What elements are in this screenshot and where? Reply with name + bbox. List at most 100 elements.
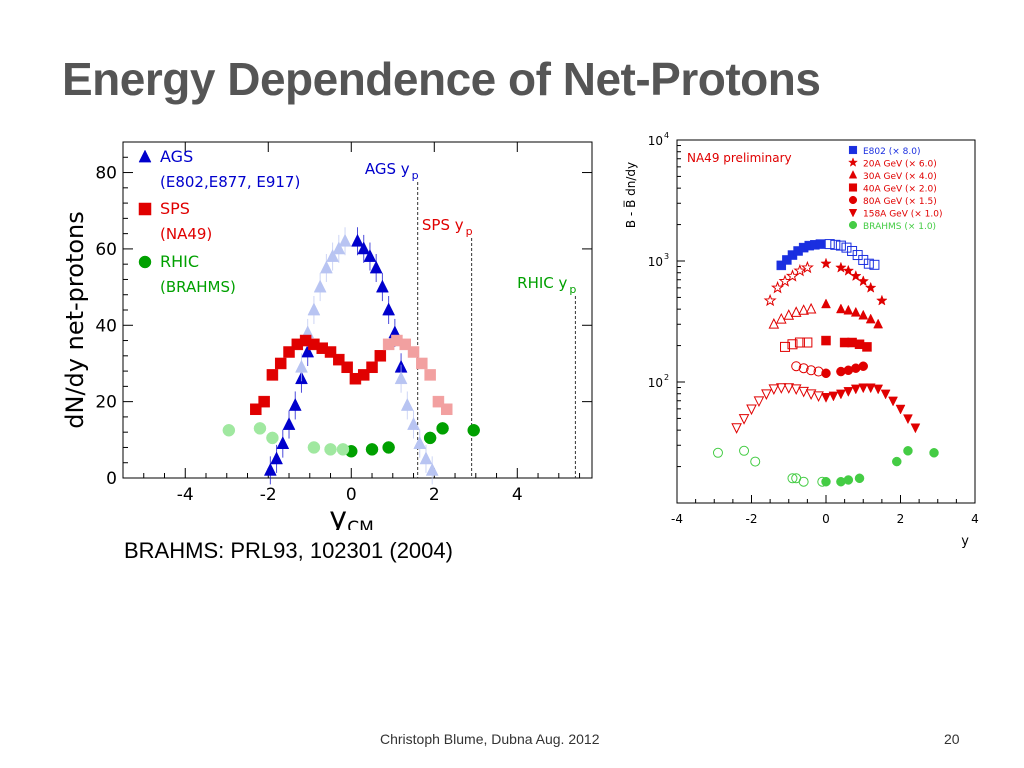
- data-point: [341, 361, 353, 374]
- data-point: [813, 391, 824, 403]
- legend-marker: [848, 157, 858, 167]
- data-point: [336, 443, 350, 456]
- y-axis-label: dN/dy net-protons: [61, 211, 89, 428]
- data-point: [858, 254, 869, 265]
- data-point: [892, 456, 902, 467]
- data-point: [423, 431, 437, 445]
- data-point: [274, 357, 287, 370]
- data-point: [854, 473, 865, 484]
- data-point: [787, 473, 798, 484]
- data-point: [843, 304, 854, 315]
- data-point: [815, 239, 826, 249]
- data-point: [821, 368, 831, 379]
- beam-rapidity-subscript: p: [412, 169, 419, 182]
- data-point: [413, 436, 427, 449]
- data-point: [821, 393, 831, 403]
- legend-label: 158A GeV (× 1.0): [863, 210, 942, 220]
- y-tick-exponent: 3: [664, 252, 669, 261]
- data-point: [307, 302, 321, 316]
- x-tick-label: 4: [971, 512, 979, 526]
- data-point: [266, 369, 279, 381]
- data-point: [467, 424, 480, 437]
- data-point: [835, 389, 846, 400]
- data-point: [382, 302, 396, 316]
- data-point: [365, 443, 379, 456]
- data-point: [820, 257, 832, 269]
- data-point: [776, 260, 787, 271]
- data-point: [424, 369, 436, 381]
- legend-label: 20A GeV (× 6.0): [863, 160, 937, 170]
- page-number: 20: [944, 731, 960, 747]
- data-point: [850, 269, 862, 282]
- data-point: [750, 456, 761, 467]
- data-point: [864, 281, 877, 293]
- data-point: [865, 383, 876, 394]
- data-point: [775, 312, 787, 324]
- data-point: [400, 397, 414, 411]
- legend-label: 30A GeV (× 4.0): [863, 172, 937, 182]
- data-point: [763, 293, 777, 307]
- legend-label: 80A GeV (× 1.5): [863, 197, 937, 207]
- legend-marker: [848, 220, 858, 230]
- data-point: [857, 275, 870, 287]
- data-point: [798, 386, 809, 398]
- data-point: [858, 309, 869, 320]
- data-point: [333, 353, 345, 366]
- y-tick-label: 10: [648, 255, 663, 269]
- data-point: [753, 396, 765, 408]
- y-tick-label: 0: [106, 469, 117, 489]
- data-point: [295, 359, 308, 373]
- x-tick-label: -2: [746, 512, 758, 526]
- data-point: [790, 306, 802, 317]
- data-point: [407, 346, 420, 358]
- data-point: [880, 389, 891, 400]
- y-axis-label: B - B̅ dn/dy: [623, 162, 638, 228]
- data-point: [283, 346, 295, 358]
- y-tick-label: 60: [95, 240, 117, 260]
- data-point: [783, 383, 795, 394]
- data-point: [407, 417, 420, 430]
- data-point: [873, 318, 884, 329]
- data-point: [835, 261, 847, 273]
- x-tick-label: 0: [346, 485, 357, 505]
- legend-label: AGS: [160, 147, 193, 166]
- legend-marker: [138, 255, 152, 269]
- legend-marker: [138, 149, 152, 163]
- data-point: [253, 422, 267, 435]
- data-point: [790, 384, 802, 396]
- beam-rapidity-label: RHIC y: [517, 274, 567, 292]
- data-point: [324, 443, 337, 456]
- data-point: [903, 414, 913, 425]
- data-point: [382, 441, 395, 454]
- legend-label: 40A GeV (× 2.0): [863, 185, 937, 195]
- x-axis-label: y: [961, 534, 969, 549]
- legend-label: BRAHMS (× 1.0): [863, 222, 936, 232]
- data-point: [332, 241, 346, 255]
- y-tick-label: 40: [95, 316, 117, 336]
- data-point: [313, 279, 327, 293]
- data-point: [876, 294, 888, 306]
- data-point: [798, 304, 809, 315]
- data-point: [288, 397, 302, 411]
- data-point: [746, 404, 757, 416]
- data-point: [783, 309, 795, 320]
- data-point: [791, 361, 802, 372]
- data-point: [324, 346, 337, 358]
- data-point: [266, 431, 279, 445]
- legend-label: RHIC: [160, 252, 199, 271]
- data-point: [780, 341, 791, 352]
- data-point: [828, 391, 839, 402]
- data-point: [768, 384, 780, 396]
- data-point: [276, 436, 290, 449]
- data-point: [873, 384, 884, 395]
- data-point: [800, 260, 814, 274]
- data-point: [326, 249, 340, 262]
- data-point: [778, 274, 792, 287]
- data-point: [761, 389, 772, 401]
- data-point: [929, 448, 939, 458]
- data-point: [830, 239, 841, 250]
- legend-sublabel: (NA49): [160, 225, 212, 243]
- legend-marker: [848, 145, 858, 155]
- data-point: [865, 313, 876, 324]
